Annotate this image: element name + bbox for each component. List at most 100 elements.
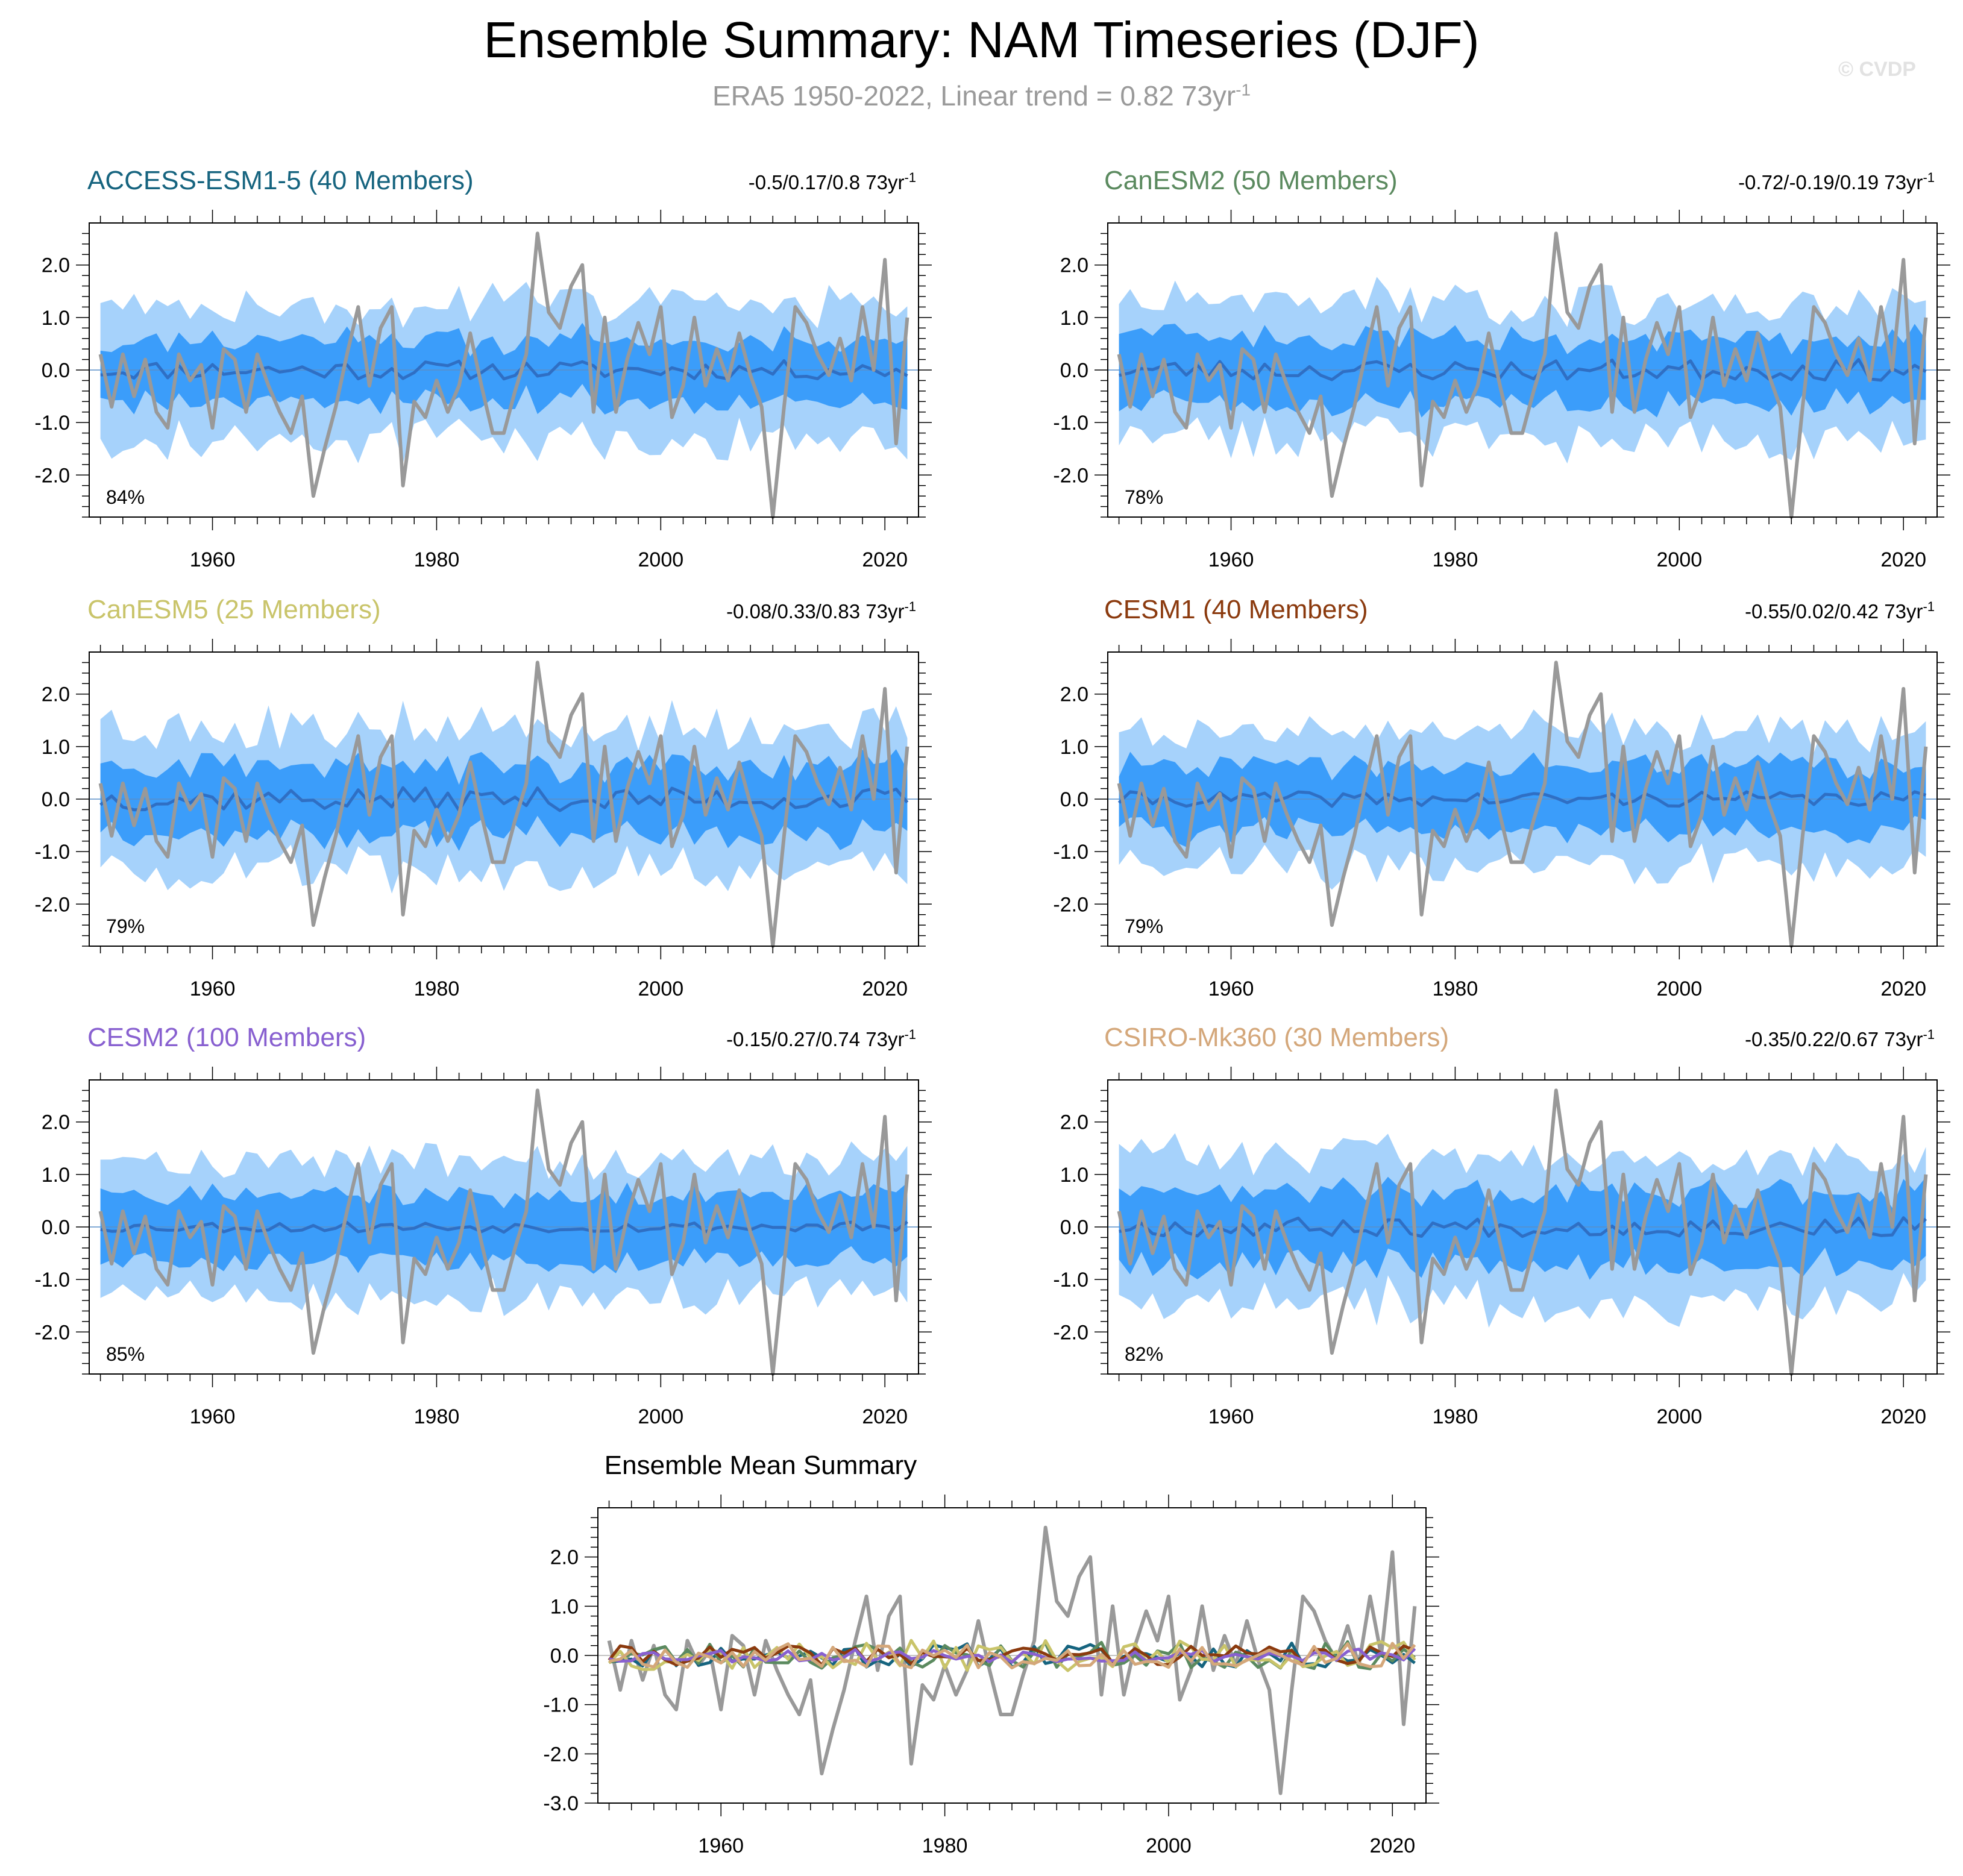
y-tick-label: -1.0 (34, 1269, 70, 1291)
y-tick-label: 1.0 (1060, 1164, 1088, 1187)
subtitle-text: ERA5 1950-2022, Linear trend = 0.82 73yr (712, 80, 1236, 111)
trend-range-label: -0.55/0.02/0.42 73yr-1 (1745, 599, 1935, 623)
y-tick-label: -1.0 (543, 1694, 579, 1717)
y-tick-label: -2.0 (34, 1321, 70, 1344)
x-tick-label: 2020 (1369, 1834, 1415, 1857)
y-tick-label: 0.0 (42, 359, 70, 382)
y-tick-label: 2.0 (42, 1111, 70, 1134)
y-tick-label: -3.0 (543, 1792, 579, 1815)
x-tick-label: 2000 (638, 1405, 684, 1428)
panel-1: ACCESS-ESM1-5 (40 Members) -0.5/0.17/0.8 … (34, 166, 932, 571)
trend-range-label: -0.35/0.22/0.67 73yr-1 (1745, 1027, 1935, 1051)
y-tick-label: -1.0 (34, 412, 70, 434)
panel-title: ACCESS-ESM1-5 (40 Members) (87, 166, 474, 195)
plot-frame (89, 1079, 919, 1375)
x-tick-label: 1960 (190, 1405, 236, 1428)
panel-title: CanESM5 (25 Members) (87, 595, 381, 624)
y-tick-label: 0.0 (42, 1216, 70, 1239)
x-tick-label: 2000 (1657, 1405, 1703, 1428)
x-tick-label: 1980 (1433, 977, 1478, 1000)
copyright-watermark: © CVDP (1838, 58, 1916, 81)
x-tick-label: 2020 (862, 548, 908, 571)
y-tick-label: -1.0 (34, 841, 70, 864)
panel-7: Ensemble Mean Summary 1960 1980 2000 2020 2.0… (543, 1451, 1439, 1857)
trend-range-superscript: -1 (1923, 1027, 1935, 1042)
y-tick-label: 0.0 (42, 788, 70, 811)
ensemble-mean-line (100, 1220, 908, 1234)
x-tick-label: 1960 (190, 977, 236, 1000)
figure-title: Ensemble Summary: NAM Timeseries (DJF) (483, 11, 1480, 68)
y-tick-label: 1.0 (42, 736, 70, 759)
y-tick-label: 2.0 (1060, 1111, 1088, 1134)
x-tick-label: 1980 (414, 1405, 460, 1428)
x-tick-label: 2000 (638, 548, 684, 571)
x-tick-label: 2020 (1880, 1405, 1926, 1428)
y-tick-label: 2.0 (42, 254, 70, 277)
x-tick-label: 1980 (414, 548, 460, 571)
trend-range-label: -0.72/-0.19/0.19 73yr-1 (1738, 170, 1935, 194)
y-tick-label: -1.0 (1053, 1269, 1088, 1291)
y-tick-label: 2.0 (42, 683, 70, 706)
y-tick-label: -1.0 (1053, 412, 1088, 434)
ensemble-mean-line (1119, 358, 1927, 382)
y-tick-label: 1.0 (1060, 307, 1088, 330)
x-tick-label: 1980 (922, 1834, 968, 1857)
trend-range-text: -0.08/0.33/0.83 73yr (726, 600, 904, 623)
percent-label: 79% (1125, 915, 1163, 937)
y-tick-label: 1.0 (1060, 736, 1088, 759)
x-tick-label: 2020 (862, 977, 908, 1000)
ensemble-mean-line (1119, 1216, 1927, 1238)
x-tick-label: 1960 (1208, 1405, 1254, 1428)
trend-range-text: -0.35/0.22/0.67 73yr (1745, 1028, 1923, 1050)
plot-frame (1107, 1079, 1938, 1375)
panel-title: Ensemble Mean Summary (605, 1451, 917, 1480)
spread-25-75-band (100, 322, 908, 415)
y-tick-label: 1.0 (42, 1164, 70, 1187)
plot-frame (597, 1507, 1427, 1804)
trend-range-label: -0.15/0.27/0.74 73yr-1 (726, 1027, 916, 1051)
y-tick-label: 2.0 (550, 1546, 579, 1569)
percent-label: 78% (1125, 486, 1163, 508)
ensemble-mean-series-6 (609, 1642, 1416, 1670)
trend-range-superscript: -1 (904, 599, 916, 614)
x-tick-label: 1960 (1208, 548, 1254, 571)
y-tick-label: 2.0 (1060, 683, 1088, 706)
panel-title: CSIRO-Mk360 (30 Members) (1104, 1023, 1449, 1052)
plot-frame (89, 651, 919, 947)
panel-5: CESM2 (100 Members) -0.15/0.27/0.74 73yr-… (34, 1023, 932, 1428)
y-tick-label: 1.0 (550, 1595, 579, 1618)
x-tick-label: 2000 (1657, 977, 1703, 1000)
trend-range-label: -0.5/0.17/0.8 73yr-1 (749, 170, 916, 194)
x-tick-label: 2000 (638, 977, 684, 1000)
percent-label: 82% (1125, 1343, 1163, 1365)
plot-frame (1107, 651, 1938, 947)
x-tick-label: 2000 (1657, 548, 1703, 571)
x-tick-label: 2020 (862, 1405, 908, 1428)
y-tick-label: 0.0 (1060, 359, 1088, 382)
y-tick-label: 0.0 (550, 1645, 579, 1667)
panel-3: CanESM5 (25 Members) -0.08/0.33/0.83 73yr… (34, 595, 932, 1000)
ensemble-mean-line (100, 359, 908, 381)
spread-25-75-band (100, 1182, 908, 1274)
percent-label: 84% (106, 486, 145, 508)
trend-range-text: -0.72/-0.19/0.19 73yr (1738, 171, 1923, 193)
plot-frame (89, 222, 919, 518)
panel-title: CanESM2 (50 Members) (1104, 166, 1398, 195)
y-tick-label: -2.0 (34, 893, 70, 916)
y-tick-label: -2.0 (543, 1743, 579, 1766)
era5-line (607, 1525, 1417, 1795)
subtitle-superscript: -1 (1236, 80, 1251, 99)
figure-subtitle: ERA5 1950-2022, Linear trend = 0.82 73yr… (0, 80, 1963, 112)
trend-range-text: -0.5/0.17/0.8 73yr (749, 171, 905, 193)
x-tick-label: 1960 (190, 548, 236, 571)
spread-25-75-band (1119, 324, 1926, 418)
x-tick-label: 1980 (1433, 548, 1478, 571)
panel-4: CESM1 (40 Members) -0.55/0.02/0.42 73yr-1… (1053, 595, 1950, 1000)
percent-label: 79% (106, 915, 145, 937)
panel-title: CESM2 (100 Members) (87, 1023, 366, 1052)
y-tick-label: -2.0 (1053, 893, 1088, 916)
y-tick-label: 2.0 (1060, 254, 1088, 277)
x-tick-label: 1980 (1433, 1405, 1478, 1428)
x-tick-label: 2020 (1880, 977, 1926, 1000)
